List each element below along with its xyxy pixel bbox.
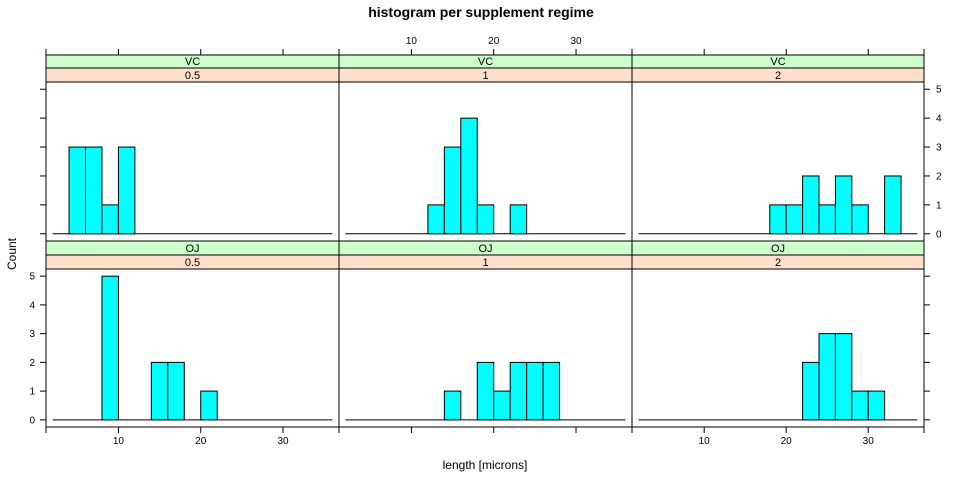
y-tick-label: 1 [936,200,942,211]
histogram-bar [851,390,869,421]
histogram-bar [85,146,103,235]
histogram-bar [542,361,561,421]
strip-dose-label: 1 [482,257,488,269]
histogram-bar [476,204,495,235]
histogram-bar [818,204,836,235]
strip-supp-label: OJ [185,243,199,255]
chart-title: histogram per supplement regime [368,4,594,20]
histogram-bar [101,204,119,235]
y-tick-label: 1 [29,387,35,398]
histogram-bar [834,175,853,235]
strip-dose-label: 0.5 [185,70,200,82]
y-tick-label: 4 [29,300,35,311]
y-tick-label: 2 [936,171,942,182]
x-tick-label: 30 [863,436,875,447]
x-tick-label: 20 [488,36,500,47]
histogram-bar [68,146,87,235]
histogram-bar [200,390,218,421]
strip-dose-label: 2 [775,257,781,269]
panel-vc-2: VC 2 [631,54,925,242]
histogram-bar [526,361,544,421]
x-tick-label: 10 [699,436,711,447]
y-tick-label: 4 [936,114,942,125]
strip-supp-label: OJ [771,243,785,255]
strip-supp-label: VC [478,56,493,68]
strip-supp-label: VC [185,56,200,68]
histogram-bar [117,146,136,235]
x-tick-label: 30 [570,36,582,47]
histogram-bar [867,390,886,421]
histogram-bar [167,361,185,421]
strip-supp-label: OJ [478,243,492,255]
histogram-bar [443,146,462,235]
histogram-bar [851,204,869,235]
panel-oj-2: OJ 2 [631,240,925,428]
x-tick-label: 30 [277,436,289,447]
histogram-bar [476,361,495,421]
histogram-bar [509,204,528,235]
panel-vc-1: VC 1 [338,54,633,242]
x-tick-label: 20 [195,436,207,447]
y-tick-label: 3 [29,329,35,340]
panel-frame [631,268,925,428]
histogram-bar [802,175,820,235]
histogram-bar [802,361,820,421]
panel-frame [45,268,340,428]
x-tick-label: 20 [781,436,793,447]
y-tick-label: 5 [936,85,942,96]
y-tick-label: 2 [29,358,35,369]
histogram-bar [150,361,169,421]
histogram-bar [818,333,836,421]
y-tick-label: 3 [936,143,942,154]
histogram-bar [460,117,478,235]
histogram-bar [427,204,445,235]
y-tick-label: 0 [936,229,942,240]
histogram-bar [884,175,902,235]
panel-vc-0.5: VC 0.5 [45,54,340,242]
strip-supp-label: VC [770,56,785,68]
x-tick-label: 10 [113,436,125,447]
strip-dose-label: 2 [775,70,781,82]
histogram-bar [443,390,462,421]
histogram-bar [509,361,528,421]
strip-dose-label: 1 [482,70,488,82]
x-axis-label: length [microns] [443,458,528,472]
panel-oj-0.5: OJ 0.5 [45,240,340,428]
y-tick-label: 5 [29,272,35,283]
y-axis-label: Count [5,237,19,270]
x-tick-label: 10 [406,36,418,47]
histogram-bar [785,204,804,235]
histogram-bar [101,275,119,421]
panel-oj-1: OJ 1 [338,240,633,428]
strip-dose-label: 0.5 [185,257,200,269]
y-tick-label: 0 [29,415,35,426]
histogram-bar [493,390,511,421]
histogram-bar [834,333,853,421]
histogram-bar [769,204,787,235]
